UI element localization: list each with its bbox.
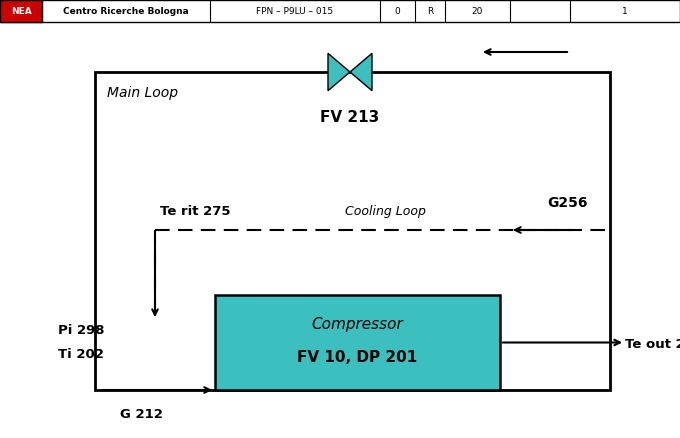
Text: Te out 204: Te out 204 — [625, 339, 680, 352]
Text: Te rit 275: Te rit 275 — [160, 205, 231, 218]
Text: Centro Ricerche Bologna: Centro Ricerche Bologna — [63, 7, 189, 15]
Text: Main Loop: Main Loop — [107, 86, 178, 100]
Text: Cooling Loop: Cooling Loop — [345, 205, 426, 218]
Text: Pi 298: Pi 298 — [58, 324, 105, 336]
Polygon shape — [350, 53, 372, 91]
Text: NEA: NEA — [11, 7, 31, 15]
Text: G 212: G 212 — [120, 408, 163, 421]
Text: FPN – P9LU – 015: FPN – P9LU – 015 — [256, 7, 334, 15]
Bar — [215, 295, 500, 390]
Text: R: R — [427, 7, 433, 15]
Bar — [0, 0, 680, 22]
Text: FV 10, DP 201: FV 10, DP 201 — [297, 350, 418, 365]
Text: 0: 0 — [394, 7, 401, 15]
Text: Ti 202: Ti 202 — [58, 349, 104, 361]
Text: G256: G256 — [548, 196, 588, 210]
Bar — [95, 72, 610, 390]
Text: FV 213: FV 213 — [320, 110, 379, 125]
Text: Compressor: Compressor — [311, 317, 403, 332]
Text: 20: 20 — [472, 7, 483, 15]
Polygon shape — [328, 53, 350, 91]
Bar — [0, 0, 42, 22]
Text: 1: 1 — [622, 7, 628, 15]
